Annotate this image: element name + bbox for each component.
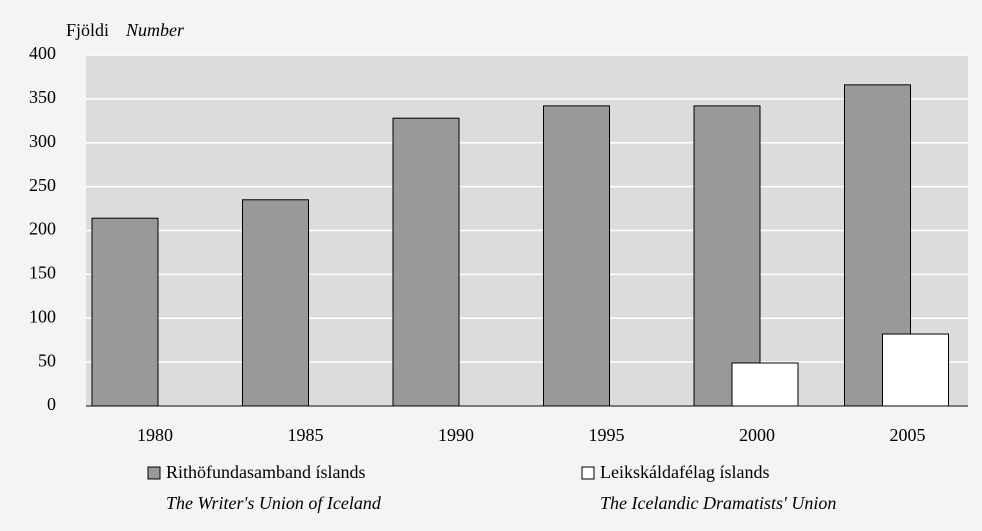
y-tick-label: 50 — [38, 350, 56, 370]
y-label: Fjöldi — [66, 20, 109, 40]
y-tick-label: 300 — [29, 131, 56, 151]
y-tick-label: 350 — [29, 87, 56, 107]
y-tick-label: 250 — [29, 175, 56, 195]
y-tick-label: 400 — [29, 43, 56, 63]
x-tick-label: 2000 — [739, 425, 775, 445]
legend-label-en: The Icelandic Dramatists' Union — [600, 493, 836, 513]
bar — [242, 199, 309, 407]
bar — [91, 217, 159, 407]
y-tick-label: 150 — [29, 263, 56, 283]
legend-swatch — [581, 466, 595, 480]
x-tick-label: 1985 — [288, 425, 324, 445]
y-label-en: Number — [125, 20, 185, 40]
y-tick-label: 100 — [29, 306, 56, 326]
x-tick-label: 1990 — [438, 425, 474, 445]
y-tick-label: 0 — [47, 394, 56, 414]
x-tick-label: 1980 — [137, 425, 173, 445]
bar — [731, 362, 799, 407]
bar — [882, 333, 949, 407]
x-tick-label: 2005 — [890, 425, 926, 445]
bar — [543, 105, 610, 407]
bar — [693, 105, 761, 407]
legend-label-en: The Writer's Union of Iceland — [166, 493, 382, 513]
x-tick-label: 1995 — [589, 425, 625, 445]
legend-label: Leikskáldafélag íslands — [600, 462, 769, 482]
legend-swatch — [147, 466, 161, 480]
legend-label: Rithöfundasamband íslands — [166, 462, 365, 482]
bar — [392, 117, 460, 407]
y-tick-label: 200 — [29, 219, 56, 239]
